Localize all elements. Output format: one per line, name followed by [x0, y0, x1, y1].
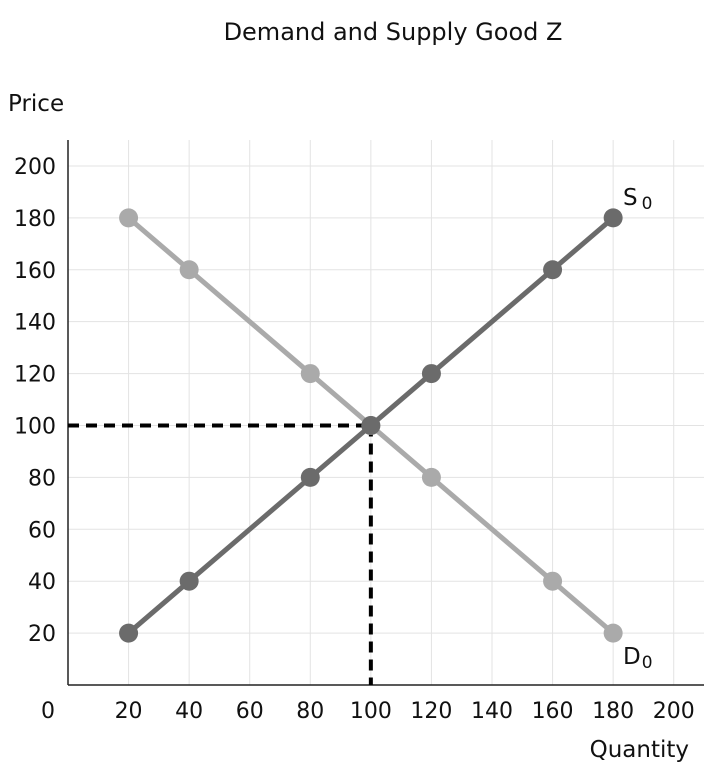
x-tick-label: 60	[236, 699, 264, 724]
demand-data-point	[543, 571, 563, 591]
x-tick-label: 180	[592, 699, 634, 724]
x-tick-label: 20	[115, 699, 143, 724]
supply-data-point	[543, 260, 563, 280]
equilibrium-guides	[68, 423, 373, 685]
x-tick-label: 0	[41, 699, 55, 724]
x-tick-label: 40	[175, 699, 203, 724]
supply-data-point	[421, 364, 441, 384]
supply-data-point	[603, 208, 623, 228]
demand-data-point	[119, 208, 139, 228]
demand-data-point	[300, 364, 320, 384]
x-tick-label: 120	[410, 699, 452, 724]
y-tick-label: 80	[28, 466, 56, 491]
supply-data-point	[119, 623, 139, 643]
y-tick-label: 160	[14, 259, 56, 284]
tick-labels: 0 20 40 60 80 100 120 140 160 180 200 20 40 60 80 100 12…	[14, 155, 695, 724]
series	[119, 208, 623, 643]
y-tick-label: 100	[14, 414, 56, 439]
y-axis-label: Price	[8, 91, 64, 117]
demand-series-label: D0	[623, 644, 653, 673]
y-tick-label: 60	[28, 518, 56, 543]
supply-data-point	[300, 467, 320, 487]
axes	[67, 140, 704, 686]
x-tick-label: 100	[350, 699, 392, 724]
supply-data-point	[179, 571, 199, 591]
demand-data-point	[421, 467, 441, 487]
demand-data-point	[603, 623, 623, 643]
y-tick-label: 20	[28, 622, 56, 647]
grid	[68, 140, 704, 685]
supply-data-point	[361, 415, 381, 435]
x-tick-label: 160	[532, 699, 574, 724]
y-tick-label: 180	[14, 207, 56, 232]
x-tick-label: 140	[471, 699, 513, 724]
y-tick-label: 140	[14, 311, 56, 336]
chart-title: Demand and Supply Good Z	[224, 18, 563, 46]
y-tick-label: 40	[28, 570, 56, 595]
demand-data-point	[179, 260, 199, 280]
x-tick-label: 80	[296, 699, 324, 724]
x-axis-label: Quantity	[590, 737, 689, 763]
y-tick-label: 200	[14, 155, 56, 180]
y-tick-label: 120	[14, 363, 56, 388]
x-tick-label: 200	[653, 699, 695, 724]
